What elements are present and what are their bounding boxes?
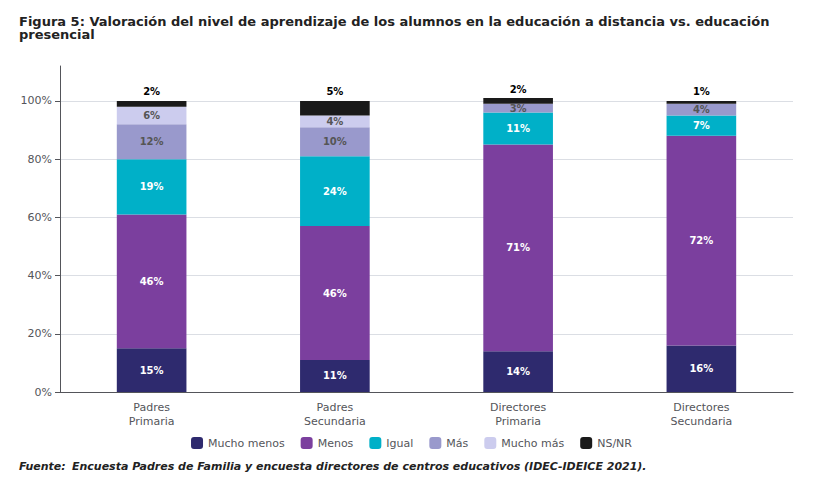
svg-text:7%: 7% xyxy=(693,120,710,131)
svg-text:Primaria: Primaria xyxy=(129,415,175,428)
svg-text:1%: 1% xyxy=(693,86,710,97)
svg-text:40%: 40% xyxy=(28,269,52,282)
svg-text:11%: 11% xyxy=(506,123,530,134)
svg-text:Directores: Directores xyxy=(490,401,547,414)
svg-text:Primaria: Primaria xyxy=(495,415,541,428)
svg-text:Fuente:: Fuente: xyxy=(19,460,66,473)
svg-text:Encuesta Padres de Familia y e: Encuesta Padres de Familia y encuesta di… xyxy=(72,460,647,473)
svg-text:Mucho más: Mucho más xyxy=(501,437,564,450)
svg-text:46%: 46% xyxy=(323,288,347,299)
svg-text:Mucho menos: Mucho menos xyxy=(208,437,285,450)
svg-text:100%: 100% xyxy=(21,94,52,107)
svg-text:72%: 72% xyxy=(689,235,713,246)
svg-text:14%: 14% xyxy=(506,366,530,377)
svg-text:24%: 24% xyxy=(323,186,347,197)
svg-text:20%: 20% xyxy=(28,327,52,340)
svg-text:Padres: Padres xyxy=(317,401,354,414)
svg-text:Menos: Menos xyxy=(318,437,354,450)
svg-text:0%: 0% xyxy=(35,386,52,399)
svg-text:46%: 46% xyxy=(140,276,164,287)
svg-text:2%: 2% xyxy=(143,86,160,97)
svg-text:Secundaria: Secundaria xyxy=(304,415,366,428)
svg-text:Padres: Padres xyxy=(133,401,170,414)
svg-text:2%: 2% xyxy=(510,84,527,95)
svg-text:6%: 6% xyxy=(143,110,160,121)
svg-text:presencial: presencial xyxy=(19,27,95,42)
svg-text:3%: 3% xyxy=(510,103,527,114)
svg-text:NS/NR: NS/NR xyxy=(597,437,632,450)
svg-text:11%: 11% xyxy=(323,370,347,381)
svg-text:Figura 5: Valoración del nivel: Figura 5: Valoración del nivel de aprend… xyxy=(19,14,774,29)
svg-text:71%: 71% xyxy=(506,242,530,253)
svg-text:19%: 19% xyxy=(140,181,164,192)
svg-text:12%: 12% xyxy=(140,136,164,147)
svg-text:60%: 60% xyxy=(28,211,52,224)
svg-text:Igual: Igual xyxy=(386,437,413,450)
svg-text:Secundaria: Secundaria xyxy=(670,415,732,428)
svg-text:4%: 4% xyxy=(326,116,343,127)
svg-text:10%: 10% xyxy=(323,136,347,147)
svg-text:4%: 4% xyxy=(693,104,710,115)
svg-text:Más: Más xyxy=(446,437,468,450)
svg-text:80%: 80% xyxy=(28,153,52,166)
svg-text:5%: 5% xyxy=(326,86,343,97)
svg-text:15%: 15% xyxy=(140,365,164,376)
svg-text:Directores: Directores xyxy=(673,401,730,414)
svg-text:16%: 16% xyxy=(689,363,713,374)
